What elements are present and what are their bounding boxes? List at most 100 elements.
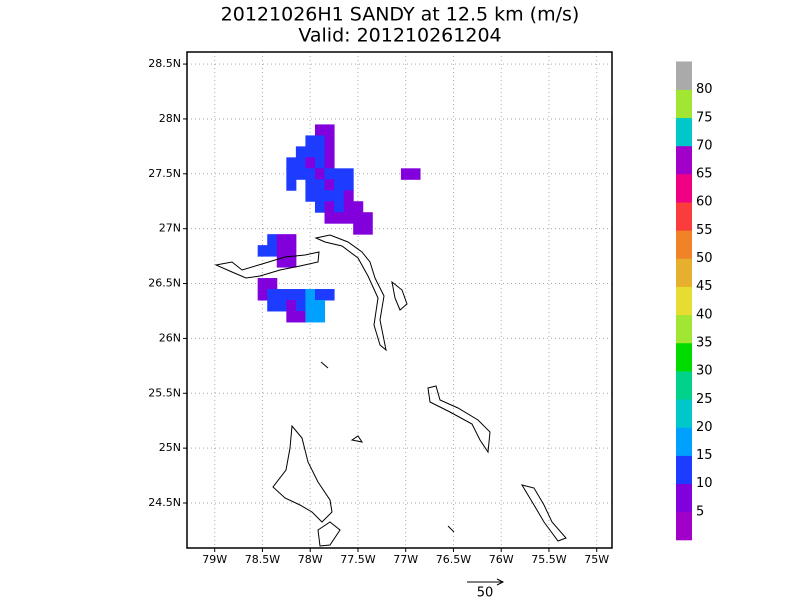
wind-cell <box>295 300 306 312</box>
wind-cell <box>305 135 316 147</box>
wind-cell <box>295 157 306 169</box>
y-tick-label: 27.5N <box>148 167 181 180</box>
wind-cell <box>257 289 268 301</box>
colorbar-label: 30 <box>696 364 713 379</box>
wind-cell <box>305 146 316 158</box>
colorbar-segment <box>676 314 692 344</box>
wind-cell <box>305 310 316 323</box>
wind-cell <box>267 234 278 246</box>
colorbar-segment <box>676 511 692 541</box>
wind-cell <box>276 300 287 312</box>
wind-cell <box>286 234 297 246</box>
colorbar: 5 10 15 20 25 30 35 40 45 50 55 60 65 70 75 80 <box>676 61 713 541</box>
wind-cell <box>295 146 306 158</box>
coastline <box>214 251 320 279</box>
colorbar-segment <box>676 145 692 175</box>
coastline <box>314 234 387 352</box>
wind-cell <box>314 157 326 169</box>
colorbar-label: 60 <box>696 195 713 210</box>
wind-cell <box>286 310 297 323</box>
colorbar-segment <box>676 286 692 316</box>
colorbar-segment <box>676 371 692 400</box>
wind-cell <box>324 289 335 301</box>
x-tick-label: 77W <box>393 553 418 566</box>
wind-cell <box>334 179 345 191</box>
colorbar-label: 70 <box>696 138 713 153</box>
wind-cell <box>343 179 354 191</box>
wind-cell <box>314 135 326 147</box>
colorbar-segment <box>676 202 692 231</box>
colorbar-label: 80 <box>696 82 713 97</box>
wind-cell <box>267 278 278 290</box>
wind-cell <box>314 124 326 136</box>
y-tick-label: 28N <box>159 112 181 125</box>
wind-cell <box>324 212 335 224</box>
wind-cell <box>286 179 297 191</box>
colorbar-label: 20 <box>696 420 713 435</box>
x-tick-label: 75.5W <box>531 553 566 566</box>
colorbar-label: 45 <box>696 279 713 294</box>
wind-cell <box>353 223 364 235</box>
wind-cell <box>286 245 297 257</box>
wind-cell <box>257 245 268 257</box>
wind-cell <box>343 168 354 180</box>
grid <box>183 52 612 552</box>
wind-cell <box>324 157 335 169</box>
colorbar-segment <box>676 483 692 513</box>
colorbar-segment <box>676 455 692 484</box>
wind-cell <box>314 289 326 301</box>
coastline <box>320 361 329 369</box>
coastline <box>272 424 333 523</box>
wind-cell <box>305 168 316 180</box>
wind-cell <box>267 289 278 301</box>
wind-cell <box>314 179 326 191</box>
x-tick-label: 79W <box>202 553 227 566</box>
colorbar-label: 65 <box>696 167 713 182</box>
colorbar-label: 25 <box>696 392 713 407</box>
coastline <box>427 385 491 454</box>
coastline <box>317 521 341 547</box>
wind-cell <box>324 168 335 180</box>
x-tick-label: 75W <box>584 553 609 566</box>
x-tick-label: 76W <box>489 553 514 566</box>
wind-cell <box>267 300 278 312</box>
wind-cell <box>286 289 297 301</box>
wind-cell <box>353 212 364 224</box>
colorbar-segment <box>676 258 692 287</box>
wind-cell <box>314 310 326 323</box>
wind-cell <box>324 179 335 191</box>
wind-cell <box>305 190 316 202</box>
wind-cell <box>314 190 326 202</box>
wind-cell <box>343 201 354 213</box>
colorbar-segment <box>676 399 692 428</box>
title: 20121026H1 SANDY at 12.5 km (m/s) <box>221 4 580 26</box>
wind-cell <box>314 168 326 180</box>
subtitle: Valid: 201210261204 <box>298 25 501 47</box>
wind-cell <box>324 146 335 158</box>
wind-cell <box>295 289 306 301</box>
coastline <box>391 280 408 311</box>
wind-cell <box>257 278 268 290</box>
colorbar-label: 55 <box>696 223 713 238</box>
vector-scale-label: 50 <box>477 586 494 601</box>
wind-cell <box>286 157 297 169</box>
wind-cell <box>324 201 335 213</box>
wind-cell <box>295 168 306 180</box>
coastline <box>520 484 567 542</box>
wind-cell <box>286 300 297 312</box>
colorbar-segment <box>676 174 692 203</box>
plot-frame <box>186 51 613 549</box>
colorbar-segment <box>676 230 692 259</box>
colorbar-label: 10 <box>696 476 713 491</box>
x-tick-label: 76.5W <box>436 553 471 566</box>
wind-cells <box>257 124 421 323</box>
wind-cell <box>334 201 345 213</box>
coastline <box>447 525 455 533</box>
wind-cell <box>305 157 316 169</box>
x-tick-label: 78.5W <box>245 553 280 566</box>
wind-cell <box>324 124 335 136</box>
wind-cell <box>276 234 287 246</box>
wind-cell <box>286 168 297 180</box>
colorbar-segment <box>676 427 692 456</box>
